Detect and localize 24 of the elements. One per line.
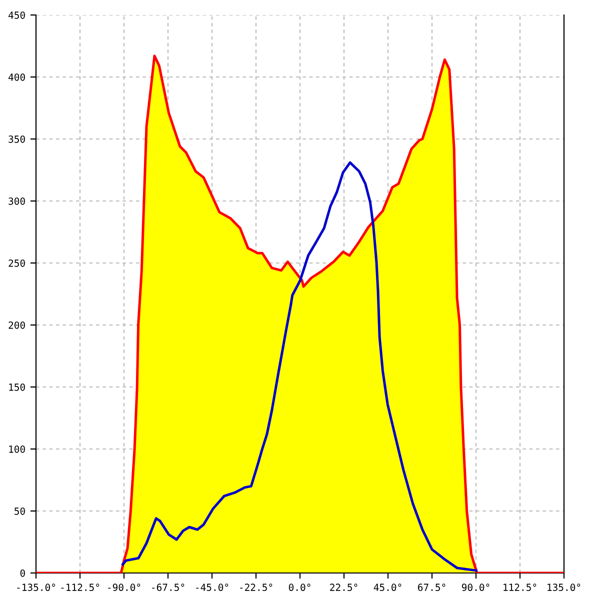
x-tick-label: -90.0° xyxy=(108,584,140,591)
x-tick-label: 22.5° xyxy=(330,584,358,591)
x-tick-label: -22.5° xyxy=(240,584,272,591)
x-tick-label: -112.5° xyxy=(61,584,100,591)
x-tick-label: 112.5° xyxy=(504,584,536,591)
x-tick-label: 45.0° xyxy=(374,584,402,591)
y-tick-label: 450 xyxy=(8,12,25,19)
x-tick-label: 0.0° xyxy=(288,584,310,591)
x-tick-label: -135.0° xyxy=(17,584,56,591)
x-tick-label: -67.5° xyxy=(152,584,184,591)
y-tick-label: 350 xyxy=(8,136,25,143)
x-tick-label: 90.0° xyxy=(462,584,490,591)
line-series xyxy=(122,161,478,572)
y-tick-label: 0 xyxy=(20,570,25,577)
y-tick-label: 100 xyxy=(9,446,25,453)
y-tick-label: 400 xyxy=(8,74,25,81)
y-tick-label: 200 xyxy=(8,322,25,329)
x-tick-label: 67.5° xyxy=(418,584,446,591)
y-tick-label: 150 xyxy=(9,384,25,391)
x-tick-label: 135.0° xyxy=(548,584,580,591)
y-tick-label: 50 xyxy=(14,508,25,515)
y-tick-label: 300 xyxy=(8,198,25,205)
x-tick-label: -45.0° xyxy=(196,584,228,591)
y-tick-label: 250 xyxy=(8,260,25,267)
